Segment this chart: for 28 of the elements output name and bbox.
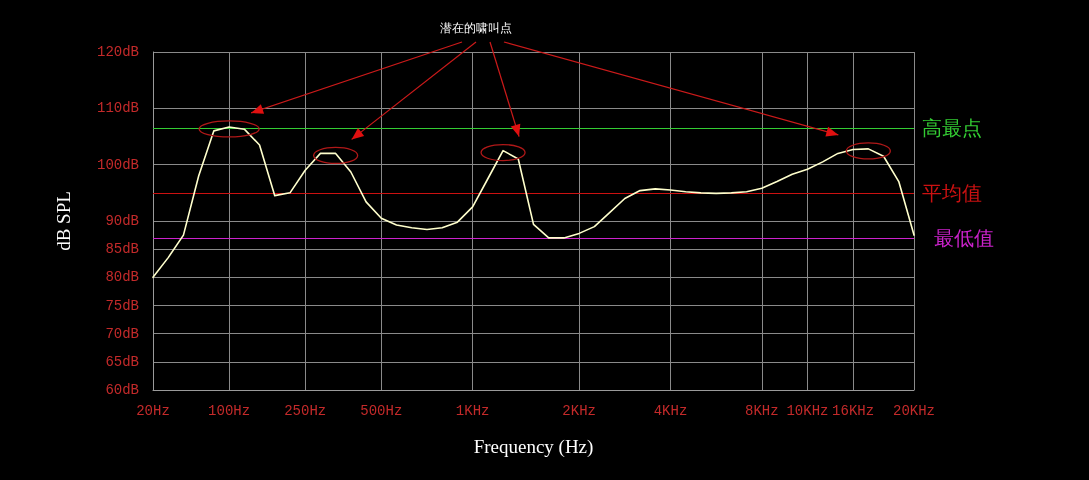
y-tick-label: 60dB — [105, 382, 139, 398]
x-tick-label: 500Hz — [360, 403, 403, 419]
x-tick-label: 10KHz — [786, 403, 829, 419]
x-axis-title: Frequency (Hz) — [473, 436, 594, 458]
x-tick-label: 8KHz — [745, 403, 779, 419]
y-tick-label: 80dB — [105, 269, 139, 286]
x-tick-label: 100Hz — [208, 403, 251, 419]
x-tick-label: 250Hz — [284, 403, 327, 419]
y-tick-label: 90dB — [105, 213, 139, 229]
ref-line-label: 高最点 — [922, 116, 982, 141]
y-tick-label: 65dB — [105, 353, 139, 370]
ref-line-label: 平均值 — [922, 180, 982, 205]
y-tick-label: 120dB — [96, 44, 139, 60]
y-axis-title: dB SPL — [53, 191, 74, 251]
x-tick-label: 20KHz — [892, 403, 936, 419]
y-tick-label: 110dB — [96, 100, 139, 117]
y-tick-label: 100dB — [96, 156, 139, 173]
x-tick-label: 16KHz — [832, 403, 875, 419]
x-tick-label: 4KHz — [653, 403, 688, 419]
line-series — [152, 126, 915, 279]
ref-line-label: 最低值 — [934, 225, 994, 250]
y-tick-label: 85dB — [105, 241, 139, 258]
y-tick-label: 70dB — [105, 325, 139, 342]
x-tick-label: 1KHz — [455, 403, 490, 419]
y-tick-label: 75dB — [105, 297, 139, 314]
text: 潜在的啸叫点 — [440, 21, 512, 35]
x-tick-label: 2KHz — [562, 403, 596, 419]
x-tick-label: 20Hz — [136, 403, 170, 419]
